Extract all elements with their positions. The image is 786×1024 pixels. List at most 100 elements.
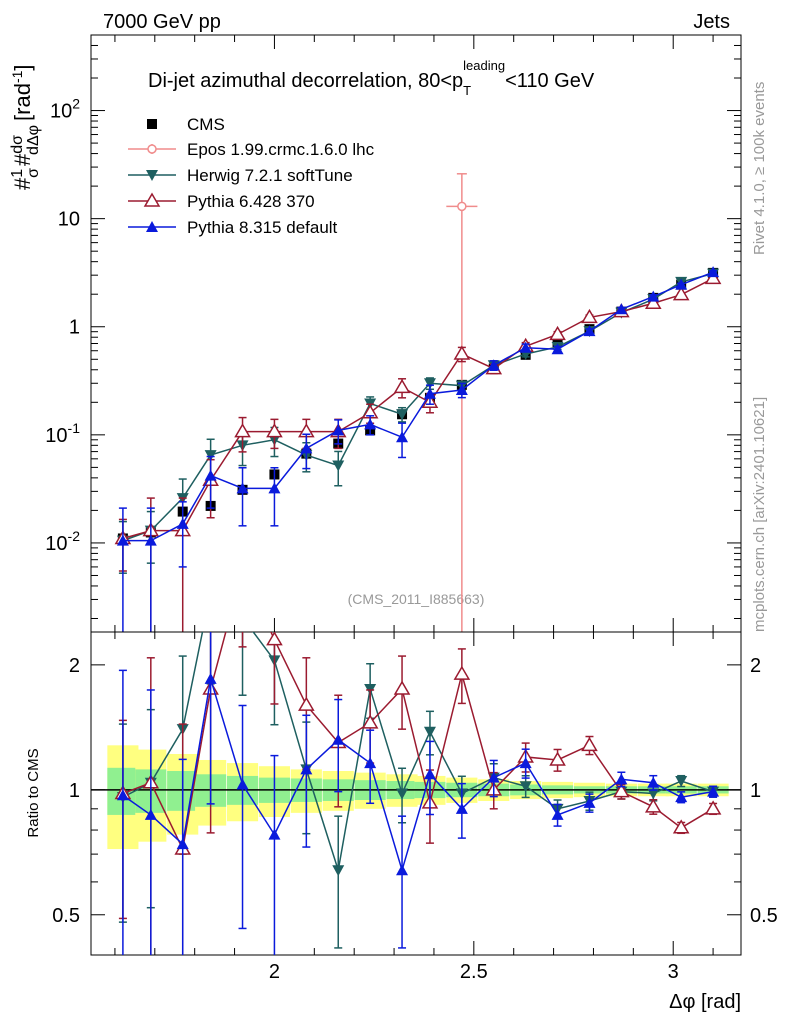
ratio-point: [583, 796, 596, 808]
data-point: [672, 286, 690, 301]
y-tick-label: 1: [69, 317, 80, 339]
data-point: [268, 482, 281, 494]
series-herwig: [116, 268, 720, 574]
data-point: [266, 423, 283, 438]
header-energy-label: 7000 GeV pp: [103, 11, 221, 33]
ratio-point: [455, 802, 468, 814]
data-point: [364, 418, 377, 430]
x-tick-label: 3: [668, 961, 679, 983]
data-point: [583, 325, 596, 337]
ratio-point: [396, 864, 409, 876]
ratio-y-tick-label-left: 2: [69, 655, 80, 677]
ratio-point: [266, 632, 283, 646]
ratio-point: [487, 771, 500, 783]
data-point: [332, 424, 345, 436]
ratio-point: [581, 736, 598, 752]
ratio-y-tick-label-right: 2: [750, 655, 761, 677]
legend-label-pythia6: Pythia 6.428 370: [187, 192, 315, 211]
data-point: [300, 442, 313, 454]
series-line: [122, 277, 714, 540]
main-plot-series: [114, 173, 722, 632]
legend-item-epos: Epos 1.99.crmc.1.6.0 lhc: [128, 140, 375, 159]
data-point: [519, 341, 532, 353]
data-point: [453, 345, 471, 360]
data-point: [704, 269, 722, 285]
main-plot-y-tick-labels: 10-2 10-1 1 10 102: [45, 96, 80, 555]
y-tick-label: 102: [50, 96, 80, 123]
analysis-id-label: (CMS_2011_I885663): [348, 591, 485, 607]
legend-item-pythia6: Pythia 6.428 370: [128, 192, 315, 211]
ratio-point: [613, 783, 630, 798]
data-point: [393, 378, 411, 394]
ratio-plot-frame: [90, 631, 742, 956]
ratio-line: [122, 632, 714, 871]
data-point: [423, 387, 436, 399]
y-tick-label: 10-2: [45, 528, 80, 555]
ratio-point: [707, 785, 720, 797]
data-point: [236, 482, 249, 494]
legend-label-cms: CMS: [187, 115, 225, 134]
legend-marker-epos: [147, 144, 157, 154]
ratio-y-tick-label-right: 0.5: [750, 905, 778, 927]
ratio-point: [361, 714, 379, 729]
series-epos: [446, 173, 478, 632]
data-point: [615, 303, 628, 315]
ratio-point: [116, 789, 129, 801]
ratio-y-tick-label-left: 1: [69, 780, 80, 802]
ratio-point: [332, 865, 345, 877]
header-jets-label: Jets: [693, 11, 730, 33]
legend-label-herwig: Herwig 7.2.1 softTune: [187, 166, 353, 185]
ratio-point: [236, 562, 250, 574]
ratio-y-axis-label: Ratio to CMS: [25, 748, 42, 837]
ratio-plot-panel: 0.5 0.5 1 1 2 2 2 2.5 3 Ratio to CMS Δφ [rad]: [25, 562, 778, 1013]
data-point: [644, 294, 662, 309]
legend-item-pythia8: Pythia 8.315 default: [128, 218, 338, 237]
data-point: [176, 517, 189, 529]
legend-marker-pythia8: [146, 221, 158, 232]
legend-item-herwig: Herwig 7.2.1 softTune: [128, 166, 353, 185]
ratio-point: [675, 791, 688, 803]
legend-item-cms: CMS: [147, 115, 225, 134]
ratio-point: [268, 828, 281, 840]
data-point: [423, 378, 436, 390]
legend-label-epos: Epos 1.99.crmc.1.6.0 lhc: [187, 140, 375, 159]
ratio-point: [205, 587, 217, 598]
ratio-point: [672, 819, 690, 834]
ratio-point: [519, 781, 532, 793]
series-line: [122, 271, 714, 542]
ratio-point: [423, 726, 436, 738]
ratio-plot-series: [114, 562, 722, 955]
ratio-point: [364, 757, 377, 769]
legend-marker-pythia6: [143, 192, 161, 207]
ratio-point: [393, 680, 411, 695]
data-point: [396, 431, 409, 443]
data-point: [116, 534, 129, 546]
svg-text:#1σ#dσdΔφ[rad-1]: #1σ#dσdΔφ[rad-1]: [9, 64, 42, 190]
ratio-point: [236, 778, 249, 790]
ratio-point: [300, 763, 313, 775]
data-point: [675, 278, 688, 290]
ratio-point: [551, 808, 564, 820]
ratio-point: [237, 613, 249, 624]
ratio-point: [644, 798, 662, 813]
data-point: [581, 308, 598, 324]
ratio-point: [298, 696, 315, 711]
data-point: [396, 409, 409, 421]
main-plot-panel: 10-2 10-1 1 10 102 Di-jet azimuthal decorrel…: [9, 34, 742, 633]
data-point: [455, 383, 468, 395]
data-point: [487, 359, 500, 371]
ratio-point: [396, 788, 409, 800]
data-point: [551, 343, 564, 355]
ratio-point: [704, 800, 722, 815]
data-point: [457, 201, 467, 212]
mcplots-reference-label: mcplots.cern.ch [arXiv:2401.10621]: [751, 397, 768, 632]
ratio-point: [615, 773, 628, 785]
x-tick-label: 2: [269, 961, 280, 983]
legend-label-pythia8: Pythia 8.315 default: [187, 218, 338, 237]
legend-marker-cms: [147, 119, 157, 129]
data-point: [234, 423, 251, 438]
ratio-y-tick-label-right: 1: [750, 780, 761, 802]
main-plot-ticks: [91, 34, 741, 632]
ratio-plot-tick-labels: 0.5 0.5 1 1 2 2 2 2.5 3: [52, 655, 778, 983]
